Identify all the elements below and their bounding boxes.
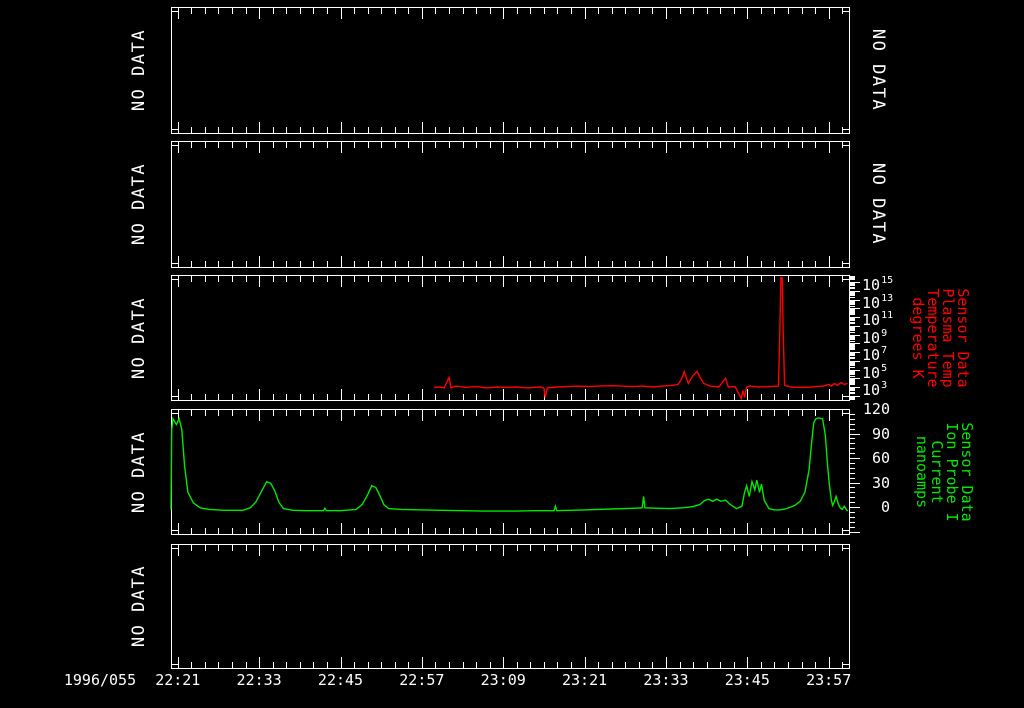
temperature-axis-label-line-3: Temperature: [924, 287, 942, 388]
log-exponent: 3: [881, 380, 888, 391]
time-tick-label-2333: 23:33: [643, 671, 689, 689]
y-tick-label-10e3: 103: [862, 378, 902, 399]
current-axis-label-line-4: nanoamps: [913, 435, 931, 508]
log-exponent: 13: [881, 292, 894, 304]
no-data-label-right-2: NO DATA: [868, 162, 888, 246]
y-tick-label-60: 60: [871, 449, 890, 467]
time-tick-label-2245: 22:45: [317, 671, 364, 689]
time-tick-label-2233: 22:33: [236, 671, 282, 689]
y-tick-label-0: 0: [880, 498, 890, 516]
date-label: 1996/055: [63, 671, 137, 689]
y-tick-label-30: 30: [871, 473, 890, 492]
y-tick-label-10e7: 107: [862, 343, 902, 364]
temperature-axis-label-line-2: Plasma Temp: [939, 287, 957, 388]
temperature-axis-label-line-1: Sensor Data: [954, 287, 972, 388]
current-axis-label: Sensor Data Ion Probe I Current nanoamps: [913, 397, 976, 547]
time-tick-label-2221: 22:21: [155, 671, 201, 689]
temperature-axis-label: Sensor Data Plasma Temp Temperature degrees…: [909, 263, 972, 413]
time-tick-label-2321: 23:21: [562, 671, 608, 689]
log-exponent: 9: [881, 327, 888, 339]
log-exponent: 15: [881, 275, 894, 286]
time-tick-label-2357: 23:57: [806, 671, 852, 689]
y-tick-label-120: 120: [862, 400, 890, 418]
y-tick-label-10e13: 1013: [862, 291, 902, 312]
time-tick-label-2309: 23:09: [480, 671, 526, 689]
y-tick-label-10e15: 1015: [862, 273, 902, 294]
temperature-axis-label-line-4: degrees K: [909, 296, 927, 379]
log-base: 10: [862, 293, 881, 312]
log-exponent: 5: [881, 362, 888, 374]
y-tick-label-10e11: 1011: [862, 308, 902, 329]
current-axis-label-line-2: Ion Probe I: [943, 421, 961, 522]
time-tick-label-2257: 22:57: [399, 671, 445, 689]
log-base: 10: [862, 311, 881, 329]
no-data-label-left-5: NO DATA: [129, 564, 149, 648]
current-axis-label-line-1: Sensor Data: [958, 421, 976, 522]
log-base: 10: [862, 363, 881, 382]
current-axis-label-line-3: Current: [928, 439, 946, 504]
log-exponent: 7: [881, 345, 888, 356]
y-tick-label-10e9: 109: [862, 326, 902, 347]
y-tick-label-10e5: 105: [862, 361, 902, 382]
y-tick-label-90: 90: [871, 424, 890, 443]
log-exponent: 11: [881, 310, 894, 321]
time-tick-label-2345: 23:45: [724, 671, 770, 689]
log-base: 10: [862, 276, 881, 294]
log-base: 10: [862, 328, 881, 347]
log-base: 10: [862, 381, 881, 399]
log-base: 10: [862, 346, 881, 364]
